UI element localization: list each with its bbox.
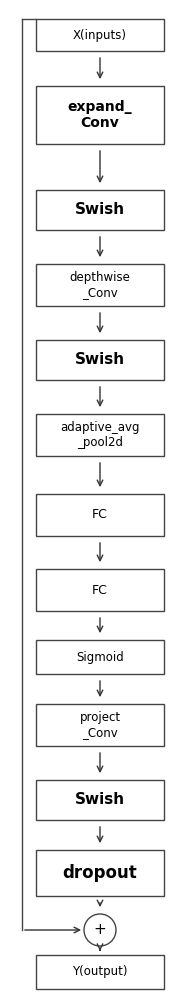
Text: Swish: Swish xyxy=(75,792,125,808)
Text: FC: FC xyxy=(92,508,108,522)
Text: X(inputs): X(inputs) xyxy=(73,28,127,41)
Text: Swish: Swish xyxy=(75,202,125,218)
FancyBboxPatch shape xyxy=(36,414,164,456)
FancyBboxPatch shape xyxy=(36,955,164,989)
Text: Swish: Swish xyxy=(75,353,125,367)
Text: depthwise
_Conv: depthwise _Conv xyxy=(70,271,130,299)
FancyBboxPatch shape xyxy=(36,704,164,746)
Text: Y(output): Y(output) xyxy=(72,966,128,978)
Text: dropout: dropout xyxy=(63,864,137,882)
FancyBboxPatch shape xyxy=(36,86,164,144)
Text: +: + xyxy=(94,922,106,938)
Text: Sigmoid: Sigmoid xyxy=(76,650,124,664)
FancyBboxPatch shape xyxy=(36,190,164,230)
FancyBboxPatch shape xyxy=(36,569,164,611)
FancyBboxPatch shape xyxy=(36,780,164,820)
FancyBboxPatch shape xyxy=(36,19,164,51)
Text: FC: FC xyxy=(92,584,108,596)
FancyBboxPatch shape xyxy=(36,640,164,674)
Text: project
_Conv: project _Conv xyxy=(79,711,121,739)
FancyBboxPatch shape xyxy=(36,340,164,380)
FancyBboxPatch shape xyxy=(36,850,164,896)
Text: adaptive_avg
_pool2d: adaptive_avg _pool2d xyxy=(60,421,140,449)
FancyBboxPatch shape xyxy=(36,264,164,306)
Text: expand_
Conv: expand_ Conv xyxy=(68,100,132,130)
FancyBboxPatch shape xyxy=(36,494,164,536)
Ellipse shape xyxy=(84,914,116,946)
